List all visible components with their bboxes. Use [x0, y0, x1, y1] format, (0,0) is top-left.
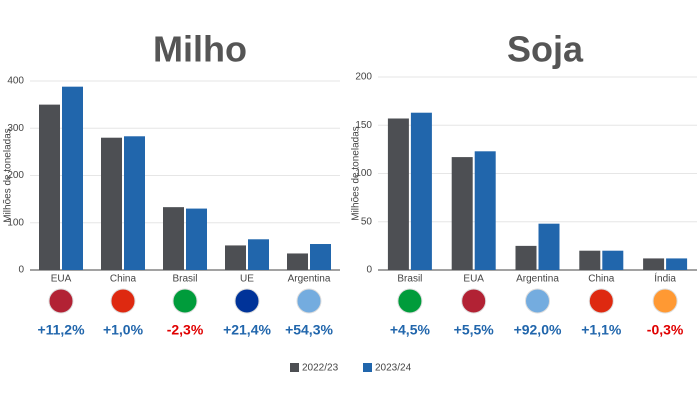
- y-tick-label: 0: [366, 265, 372, 276]
- legend-swatch: [290, 363, 299, 372]
- x-tick-label: China: [110, 274, 137, 285]
- change-label: +92,0%: [514, 322, 562, 338]
- flag: [48, 288, 74, 314]
- change-label: +11,2%: [37, 322, 85, 338]
- bar: [515, 245, 537, 270]
- x-tick-label: UE: [240, 274, 254, 285]
- bar: [474, 151, 496, 270]
- bar: [39, 104, 60, 270]
- bar: [643, 258, 665, 270]
- change-label: +21,4%: [223, 322, 271, 338]
- change-label: +4,5%: [390, 322, 431, 338]
- change-label: +5,5%: [454, 322, 495, 338]
- bar: [101, 137, 122, 270]
- x-tick-label: Argentina: [288, 274, 331, 285]
- x-tick-label: EUA: [51, 274, 72, 285]
- bar: [451, 157, 473, 270]
- bar: [248, 239, 269, 270]
- y-tick-label: 200: [355, 72, 372, 83]
- y-tick-label: 100: [7, 217, 24, 228]
- x-tick-label: EUA: [463, 274, 484, 285]
- x-tick-label: Brasil: [397, 274, 422, 285]
- y-tick-label: 100: [355, 168, 372, 179]
- y-tick-label: 200: [7, 170, 24, 181]
- bar: [387, 118, 409, 271]
- change-label: +1,1%: [581, 322, 622, 338]
- y-tick-label: 400: [7, 76, 24, 87]
- change-label: -2,3%: [167, 322, 204, 338]
- flag: [652, 288, 678, 314]
- change-label: +54,3%: [285, 322, 333, 338]
- y-tick-label: 50: [361, 216, 373, 227]
- legend-label: 2022/23: [302, 363, 339, 374]
- flag: [110, 288, 136, 314]
- chart-title: Soja: [507, 29, 584, 70]
- bar: [62, 86, 83, 270]
- flag: [525, 288, 550, 314]
- bar: [287, 253, 308, 270]
- x-tick-label: Brasil: [172, 274, 197, 285]
- change-label: +1,0%: [103, 322, 144, 338]
- bar: [538, 223, 560, 270]
- x-tick-label: Argentina: [516, 274, 559, 285]
- legend-swatch: [363, 363, 372, 372]
- legend-label: 2023/24: [375, 363, 412, 374]
- change-label: -0,3%: [647, 322, 684, 338]
- bar: [310, 244, 331, 270]
- flag: [296, 288, 322, 314]
- flag: [172, 288, 198, 314]
- bar: [579, 250, 601, 270]
- x-tick-label: China: [588, 274, 615, 285]
- bar: [163, 207, 184, 270]
- bar: [666, 258, 688, 270]
- chart-title: Milho: [153, 29, 247, 70]
- bar: [225, 245, 246, 270]
- flag: [397, 288, 423, 314]
- y-tick-label: 150: [355, 120, 372, 131]
- bar: [410, 112, 432, 270]
- x-tick-label: Índia: [654, 272, 676, 285]
- y-axis-label: Milhões de toneladas: [351, 126, 362, 221]
- flag: [234, 288, 260, 314]
- bar: [602, 250, 624, 270]
- bar: [186, 208, 207, 270]
- flag: [588, 288, 614, 314]
- y-tick-label: 0: [18, 265, 24, 276]
- bar: [124, 136, 145, 270]
- y-tick-label: 300: [7, 123, 24, 134]
- flag: [461, 288, 487, 314]
- y-axis-label: Milhões de toneladas: [3, 128, 14, 223]
